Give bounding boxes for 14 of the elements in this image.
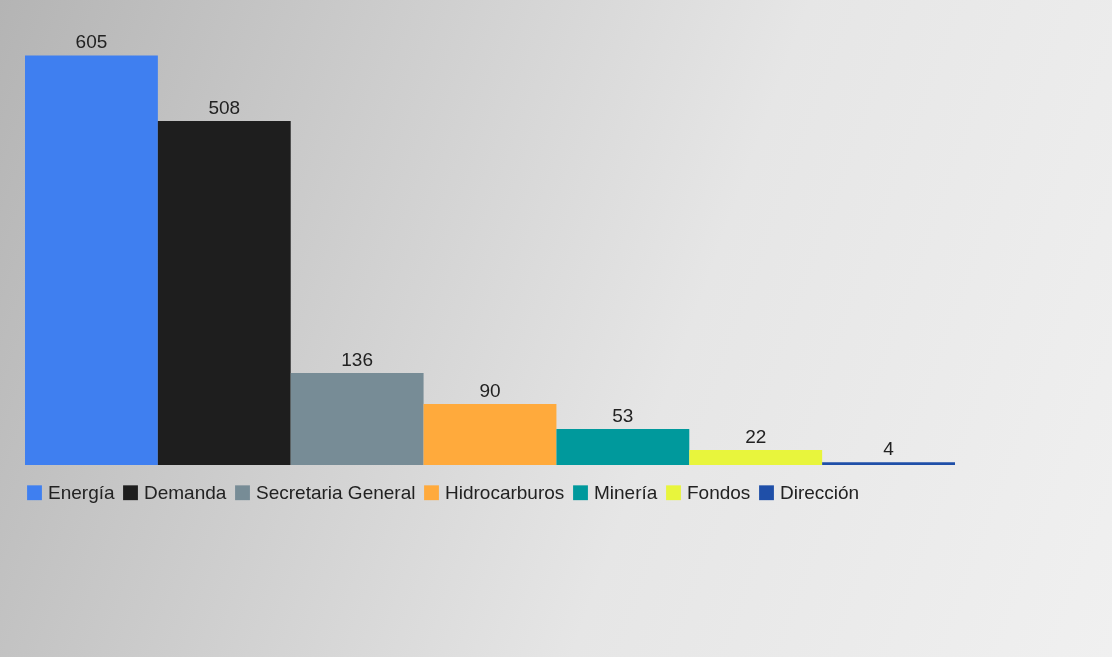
data-label: 605 xyxy=(75,31,108,53)
legend-label: Dirección xyxy=(780,481,860,503)
data-label: 136 xyxy=(341,348,373,370)
legend-label: Secretaria General xyxy=(256,481,416,503)
data-label: 22 xyxy=(745,426,767,448)
data-label: 4 xyxy=(883,438,895,460)
legend-label: Demanda xyxy=(144,481,227,503)
data-label: 53 xyxy=(612,405,634,427)
legend-label: Hidrocarburos xyxy=(445,481,565,503)
legend-label: Minería xyxy=(594,481,658,503)
data-label: 90 xyxy=(479,380,501,402)
legend-label: Fondos xyxy=(687,481,751,503)
legend-label: Energía xyxy=(48,481,115,503)
data-label: 508 xyxy=(208,97,241,119)
